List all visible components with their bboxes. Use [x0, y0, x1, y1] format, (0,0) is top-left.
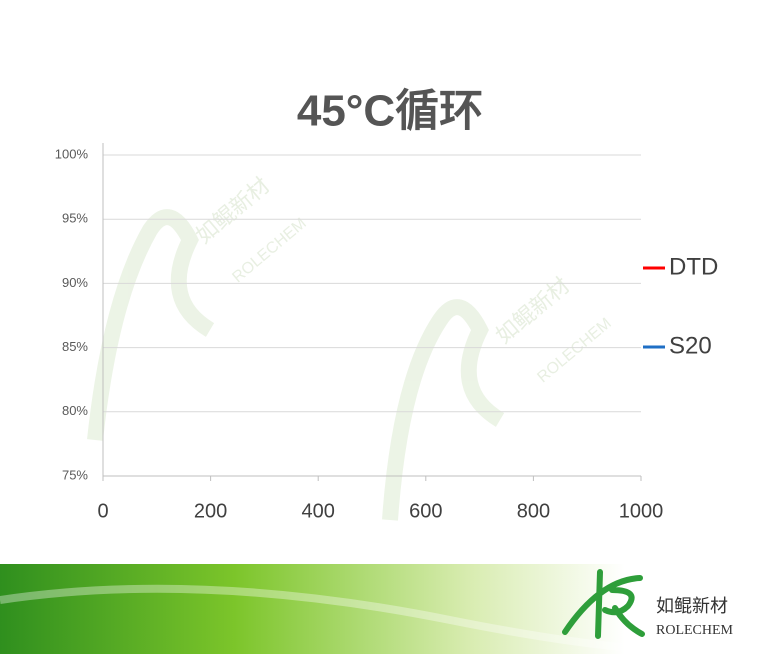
x-tick-label: 400	[302, 500, 335, 522]
y-tick-label: 100%	[55, 146, 89, 161]
y-tick-label: 75%	[62, 467, 88, 482]
y-tick-label: 80%	[62, 403, 88, 418]
watermark-shape	[382, 299, 505, 521]
watermark: 如鲲新材 ROLECHEM 如鲲新材 ROLECHEM	[87, 173, 615, 521]
footer-swoosh	[0, 584, 781, 654]
y-tick-label: 90%	[62, 275, 88, 290]
watermark-text: 如鲲新材	[491, 273, 574, 349]
watermark-text: ROLECHEM	[534, 315, 614, 386]
chart-title: 45°C循环	[297, 87, 483, 136]
footer-band	[0, 564, 781, 654]
watermark-shape	[87, 209, 215, 441]
y-tick-label: 95%	[62, 211, 88, 226]
legend-label: DTD	[669, 253, 718, 280]
x-tick-label: 600	[409, 500, 442, 522]
logo-name-en: ROLECHEM	[656, 623, 734, 638]
x-tick-label: 0	[97, 500, 108, 522]
x-tick-label: 1000	[619, 500, 664, 522]
logo-mark	[562, 569, 645, 639]
x-tick-label: 200	[194, 500, 227, 522]
legend-label: S20	[669, 332, 712, 359]
watermark-text: 如鲲新材	[191, 173, 274, 249]
y-tick-label: 85%	[62, 339, 88, 354]
logo: 如鲲新材 ROLECHEM	[562, 569, 734, 639]
watermark-text: ROLECHEM	[229, 215, 309, 286]
x-tick-label: 800	[517, 500, 550, 522]
logo-name: 如鲲新材	[656, 596, 728, 617]
